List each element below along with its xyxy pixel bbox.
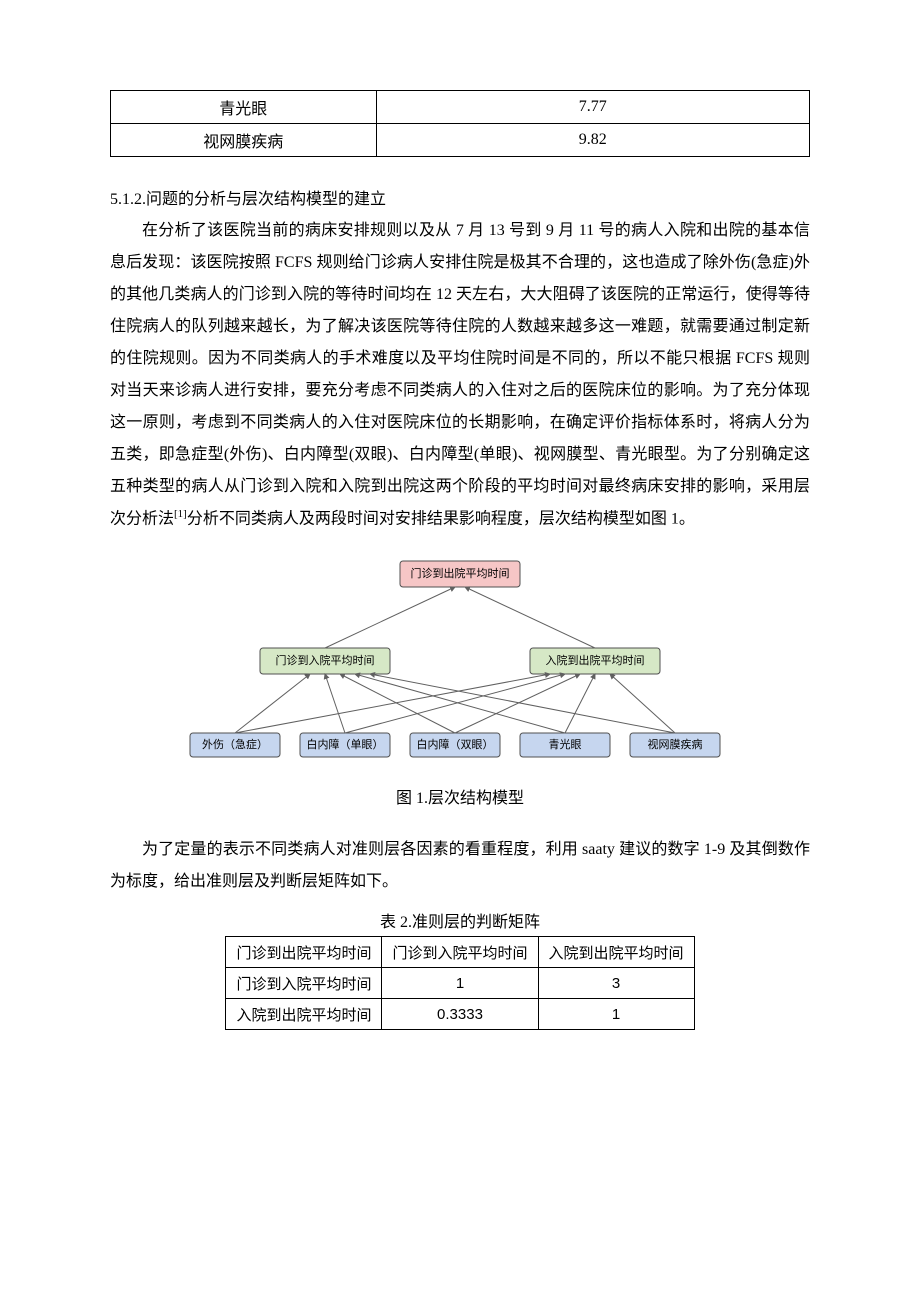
paragraph-main: 在分析了该医院当前的病床安排规则以及从 7 月 13 号到 9 月 11 号的病… — [110, 222, 810, 527]
matrix-cell: 1 — [382, 968, 538, 999]
edge — [465, 587, 595, 648]
table2-caption: 表 2.准则层的判断矩阵 — [110, 908, 810, 932]
node-top-label: 门诊到出院平均时间 — [411, 566, 510, 580]
edge — [325, 587, 455, 648]
leaf-nodes: 外伤（急症） 白内障（单眼） 白内障（双眼） 青光眼 视网膜疾病 — [190, 733, 720, 757]
svg-text:视网膜疾病: 视网膜疾病 — [648, 737, 703, 751]
matrix-header: 门诊到入院平均时间 — [382, 937, 538, 968]
matrix-row-label: 入院到出院平均时间 — [226, 999, 382, 1030]
disease-label: 青光眼 — [111, 91, 377, 124]
table-row: 入院到出院平均时间 0.3333 1 — [226, 999, 694, 1030]
hierarchy-diagram: 门诊到出院平均时间 门诊到入院平均时间 入院到出院平均时间 外伤（急症） 白内障… — [110, 553, 810, 778]
paragraph-tail: 分析不同类病人及两段时间对安排结果影响程度，层次结构模型如图 1。 — [187, 510, 695, 527]
node-mid-right-label: 入院到出院平均时间 — [546, 653, 645, 667]
matrix-cell: 0.3333 — [382, 999, 538, 1030]
matrix-header: 入院到出院平均时间 — [538, 937, 694, 968]
table-row: 视网膜疾病 9.82 — [111, 124, 810, 157]
disease-label: 视网膜疾病 — [111, 124, 377, 157]
matrix-cell: 1 — [538, 999, 694, 1030]
table-row: 青光眼 7.77 — [111, 91, 810, 124]
svg-text:外伤（急症）: 外伤（急症） — [202, 737, 268, 751]
table-row: 门诊到入院平均时间 1 3 — [226, 968, 694, 999]
reference-mark: [1] — [174, 508, 187, 520]
figure-caption: 图 1.层次结构模型 — [110, 784, 810, 808]
svg-text:白内障（双眼）: 白内障（双眼） — [417, 737, 494, 751]
hierarchy-svg: 门诊到出院平均时间 门诊到入院平均时间 入院到出院平均时间 外伤（急症） 白内障… — [180, 553, 740, 773]
matrix-cell: 3 — [538, 968, 694, 999]
matrix-row-label: 门诊到入院平均时间 — [226, 968, 382, 999]
svg-text:青光眼: 青光眼 — [549, 737, 582, 751]
matrix-header: 门诊到出院平均时间 — [226, 937, 382, 968]
table-header-row: 门诊到出院平均时间 门诊到入院平均时间 入院到出院平均时间 — [226, 937, 694, 968]
judgment-matrix-table: 门诊到出院平均时间 门诊到入院平均时间 入院到出院平均时间 门诊到入院平均时间 … — [225, 936, 694, 1030]
node-mid-left-label: 门诊到入院平均时间 — [276, 653, 375, 667]
svg-text:白内障（单眼）: 白内障（单眼） — [307, 737, 384, 751]
disease-duration-table: 青光眼 7.77 视网膜疾病 9.82 — [110, 90, 810, 157]
saaty-paragraph: 为了定量的表示不同类病人对准则层各因素的看重程度，利用 saaty 建议的数字 … — [110, 834, 810, 898]
disease-value: 7.77 — [376, 91, 809, 124]
disease-value: 9.82 — [376, 124, 809, 157]
analysis-paragraph: 在分析了该医院当前的病床安排规则以及从 7 月 13 号到 9 月 11 号的病… — [110, 215, 810, 535]
section-heading: 5.1.2.问题的分析与层次结构模型的建立 — [110, 185, 810, 209]
